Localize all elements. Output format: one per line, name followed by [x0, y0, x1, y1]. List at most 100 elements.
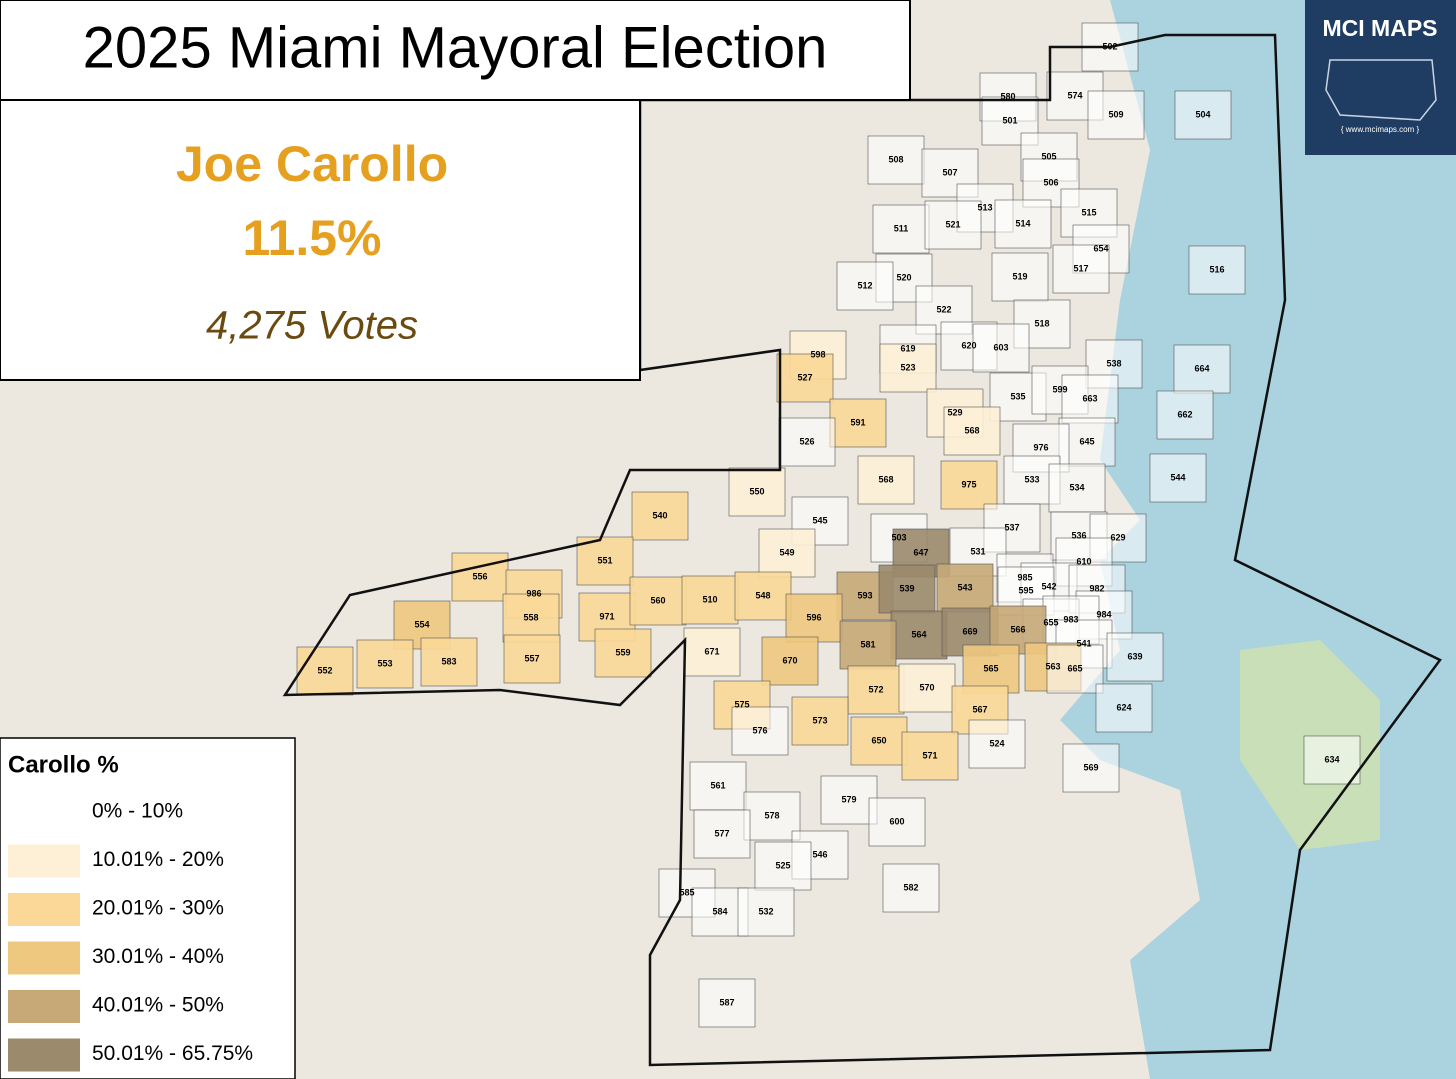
- precinct: [1156, 390, 1214, 440]
- precinct: [731, 706, 789, 756]
- precinct-label: 553: [377, 658, 392, 668]
- precinct-label: 596: [806, 612, 821, 622]
- precinct: [776, 353, 834, 403]
- precinct-label: 502: [1102, 41, 1117, 51]
- precinct-label: 536: [1071, 530, 1086, 540]
- precinct-labels: 502 580 574 501 509 504 505 508 507 506 513 514 515 5…: [317, 41, 1339, 1007]
- precinct-label: 610: [1076, 556, 1091, 566]
- precinct-label: 518: [1034, 318, 1049, 328]
- precinct-label: 569: [1083, 762, 1098, 772]
- precinct-label: 563: [1045, 661, 1060, 671]
- precinct: [879, 343, 937, 393]
- precinct-label: 624: [1116, 702, 1131, 712]
- precinct: [901, 731, 959, 781]
- precinct-label: 595: [1018, 585, 1033, 595]
- precinct: [1087, 90, 1145, 140]
- precinct-label: 663: [1082, 393, 1097, 403]
- precinct: [882, 863, 940, 913]
- precinct-label: 620: [961, 340, 976, 350]
- precinct: [576, 536, 634, 586]
- precinct-label: 665: [1067, 663, 1082, 673]
- precinct-label: 568: [878, 474, 893, 484]
- precinct: [503, 634, 561, 684]
- legend-swatch: [8, 893, 80, 926]
- precinct-label: 566: [1010, 624, 1025, 634]
- precinct-label: 585: [679, 887, 694, 897]
- precinct-label: 514: [1015, 218, 1030, 228]
- precinct-label: 593: [857, 590, 872, 600]
- precinct-label: 552: [317, 665, 332, 675]
- precinct-label: 599: [1052, 384, 1067, 394]
- precinct-label: 982: [1089, 583, 1104, 593]
- precinct-label: 550: [749, 486, 764, 496]
- precinct-label: 647: [913, 547, 928, 557]
- legend-label: 40.01% - 50%: [92, 994, 224, 1017]
- legend-swatch: [8, 990, 80, 1023]
- precinct-label: 501: [1002, 115, 1017, 125]
- precinct-label: 580: [1000, 91, 1015, 101]
- precinct-label: 511: [894, 223, 909, 233]
- precinct-label: 539: [899, 583, 914, 593]
- precinct: [683, 627, 741, 677]
- precinct-label: 557: [524, 653, 539, 663]
- precinct: [791, 696, 849, 746]
- precinct-label: 534: [1069, 482, 1084, 492]
- precinct-label: 535: [1010, 391, 1025, 401]
- precinct-label: 598: [810, 349, 825, 359]
- precinct-label: 544: [1170, 472, 1185, 482]
- precinct-label: 571: [922, 750, 937, 760]
- precinct-label: 654: [1093, 243, 1108, 253]
- precinct-label: 619: [900, 343, 915, 353]
- precinct-label: 506: [1043, 177, 1058, 187]
- precinct-label: 567: [972, 704, 987, 714]
- precinct-label: 577: [714, 828, 729, 838]
- precinct-label: 509: [1108, 109, 1123, 119]
- precinct-label: 559: [615, 647, 630, 657]
- precinct-label: 561: [710, 780, 725, 790]
- precinct-label: 568: [964, 425, 979, 435]
- precinct: [994, 199, 1052, 249]
- precinct-label: 574: [1067, 90, 1082, 100]
- precinct: [847, 665, 905, 715]
- legend-label: 50.01% - 65.75%: [92, 1042, 253, 1065]
- precinct-label: 639: [1127, 651, 1142, 661]
- precinct: [1062, 743, 1120, 793]
- precinct-label: 532: [758, 906, 773, 916]
- precinct: [867, 135, 925, 185]
- precinct-label: 529: [947, 407, 962, 417]
- precinct: [594, 628, 652, 678]
- precinct-label: 510: [702, 594, 717, 604]
- precinct: [1174, 90, 1232, 140]
- precinct: [991, 252, 1049, 302]
- precinct-label: 664: [1194, 363, 1209, 373]
- precinct: [968, 719, 1026, 769]
- precinct-label: 540: [652, 510, 667, 520]
- candidate-votes: 4,275 Votes: [206, 304, 418, 348]
- logo: [1305, 0, 1456, 155]
- precinct-label: 527: [797, 372, 812, 382]
- precinct-label: 531: [970, 546, 985, 556]
- precinct-label: 548: [755, 590, 770, 600]
- legend-title: Carollo %: [8, 751, 119, 778]
- legend-swatch: [8, 941, 80, 975]
- precinct-label: 578: [764, 810, 779, 820]
- candidate-name: Joe Carollo: [176, 136, 448, 192]
- precinct-label: 517: [1073, 263, 1088, 273]
- precinct-label: 538: [1106, 358, 1121, 368]
- precinct-label: 560: [650, 595, 665, 605]
- precinct-label: 976: [1033, 442, 1048, 452]
- legend-label: 30.01% - 40%: [92, 945, 224, 968]
- precinct-label: 650: [871, 735, 886, 745]
- precinct-label: 546: [812, 849, 827, 859]
- precinct-label: 521: [945, 219, 960, 229]
- precinct-label: 564: [911, 629, 926, 639]
- precinct-label: 662: [1177, 409, 1192, 419]
- legend-swatch: [8, 844, 80, 878]
- precinct: [1061, 374, 1119, 424]
- precinct-label: 603: [993, 342, 1008, 352]
- precinct-label: 520: [896, 272, 911, 282]
- precinct-label: 570: [919, 682, 934, 692]
- precinct-label: 983: [1063, 614, 1078, 624]
- precinct-label: 670: [782, 655, 797, 665]
